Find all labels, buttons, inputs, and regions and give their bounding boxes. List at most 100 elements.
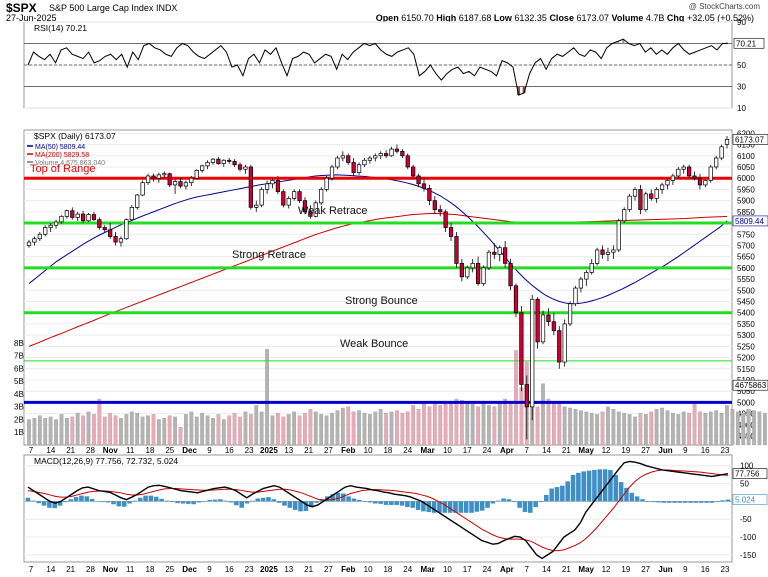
- macd-histogram-bar: [132, 500, 138, 502]
- macd-histogram-bar: [346, 496, 351, 502]
- level-label: Strong Bounce: [345, 295, 418, 307]
- macd-histogram-bar: [159, 498, 164, 502]
- price-tick-label: 5600: [737, 264, 755, 273]
- macd-histogram-bar: [330, 494, 335, 502]
- macd-last-value-label: 5.024: [735, 496, 756, 505]
- macd-histogram-bar: [57, 501, 63, 506]
- candle-body: [519, 312, 524, 385]
- macd-histogram-bar: [634, 496, 640, 502]
- candle-body: [524, 384, 529, 408]
- x-tick-label-bottom: Mar: [420, 565, 434, 574]
- high-value: 6187.68: [458, 13, 492, 23]
- volume-bar: [216, 414, 221, 446]
- close-value: 6173.07: [576, 13, 610, 23]
- x-tick-label: 27: [324, 446, 333, 455]
- price-tick-label: 5950: [737, 185, 755, 194]
- volume-bar: [43, 418, 48, 446]
- candle-body: [373, 155, 378, 159]
- x-tick-label: 11: [126, 446, 135, 455]
- candle-body: [243, 166, 248, 170]
- candle-body: [719, 146, 724, 159]
- macd-histogram-bar: [292, 501, 298, 510]
- x-tick-label-bottom: 28: [86, 565, 95, 574]
- macd-histogram-bar: [276, 501, 282, 503]
- candle-body: [178, 181, 183, 187]
- volume-bar: [503, 398, 508, 446]
- candle-body: [340, 155, 345, 159]
- candle-body: [151, 175, 156, 179]
- volume-bar: [384, 412, 388, 446]
- volume-bar: [313, 411, 318, 446]
- x-tick-label-bottom: 14: [542, 565, 551, 574]
- macd-tick-label: -100: [740, 533, 757, 542]
- volume-bar: [546, 398, 551, 446]
- legend-entry: MA(200) 5829.58: [35, 152, 89, 159]
- macd-histogram-bar: [244, 501, 250, 504]
- macd-tick-label: -50: [740, 515, 752, 524]
- candle-body: [281, 191, 286, 206]
- macd-histogram-bar: [79, 495, 84, 502]
- volume-bar: [519, 387, 524, 446]
- price-tick-label: 6100: [737, 152, 755, 161]
- macd-histogram-bar: [218, 499, 223, 502]
- x-tick-label-bottom: 18: [146, 565, 155, 574]
- macd-histogram-bar: [362, 501, 367, 502]
- x-tick-label-bottom: 16: [225, 565, 234, 574]
- volume-bar: [568, 407, 572, 446]
- volume-bar: [243, 411, 248, 446]
- ma200-line: [28, 212, 728, 347]
- macd-line: [27, 460, 729, 560]
- low-value: 6132.35: [514, 13, 547, 23]
- volume-bar: [449, 401, 453, 446]
- volume-bar: [681, 411, 686, 446]
- price-tick-label: 5200: [737, 354, 755, 363]
- candle-body: [135, 194, 140, 208]
- volume-bar: [703, 412, 708, 446]
- volume-bar: [671, 412, 675, 446]
- last-value-box: [732, 215, 768, 227]
- price-tick-label: 6150: [737, 141, 755, 150]
- volume-tick-label: 6B: [14, 364, 24, 373]
- x-tick-label: 7: [29, 446, 34, 455]
- price-tick-label: 5750: [737, 230, 755, 239]
- volume-bar: [97, 398, 102, 446]
- macd-histogram-bar: [650, 501, 656, 503]
- volume-bar: [92, 414, 96, 446]
- symbol: $SPX: [6, 1, 37, 15]
- level-label: Weak Retrace: [298, 205, 368, 217]
- x-tick-label: 21: [304, 446, 313, 455]
- macd-histogram-bar: [95, 501, 100, 502]
- x-tick-label-bottom: 14: [46, 565, 55, 574]
- candle-body: [573, 287, 578, 305]
- price-tick-label: 5150: [737, 365, 755, 374]
- x-tick-label: 19: [621, 446, 630, 455]
- price-tick-label: 6050: [737, 163, 755, 172]
- macd-histogram-bar: [677, 501, 683, 503]
- candle-body: [183, 182, 189, 187]
- candle-body: [302, 200, 308, 213]
- candle-body: [129, 206, 134, 221]
- macd-histogram-bar: [501, 498, 506, 502]
- last-value-label: 4675863: [735, 381, 767, 390]
- macd-signal-line: [27, 469, 729, 552]
- candle-body: [649, 193, 654, 199]
- candle-body: [48, 224, 53, 228]
- x-tick-label-bottom: 11: [126, 565, 135, 574]
- candle-body: [75, 213, 80, 218]
- macd-histogram-bar: [405, 501, 410, 508]
- candle-body: [356, 164, 362, 173]
- chart-date: 27-Jun-2025: [6, 13, 57, 23]
- x-tick-label-bottom: 12: [602, 565, 611, 574]
- volume-bar: [135, 412, 140, 446]
- volume-bar: [416, 409, 421, 446]
- x-tick-label: 27: [641, 446, 650, 455]
- volume-bar: [54, 419, 58, 446]
- macd-histogram-bar: [116, 501, 122, 507]
- volume-bar: [113, 415, 118, 446]
- volume-bar: [616, 411, 621, 446]
- candle-body: [118, 238, 124, 243]
- macd-histogram-bar: [709, 501, 715, 503]
- price-tick-label: 5000: [737, 398, 755, 407]
- x-tick-label: 9: [683, 446, 688, 455]
